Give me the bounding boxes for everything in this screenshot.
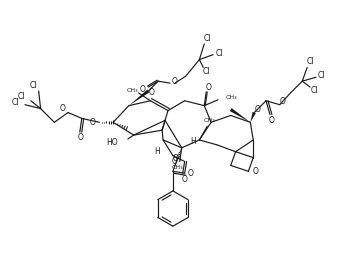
Text: CH₃: CH₃ <box>226 95 238 100</box>
Text: O: O <box>280 97 286 106</box>
Text: O: O <box>269 116 275 125</box>
Text: O: O <box>205 83 211 92</box>
Text: Cl: Cl <box>11 98 19 107</box>
Text: Cl: Cl <box>203 67 210 76</box>
Text: O: O <box>90 118 95 127</box>
Text: Cl: Cl <box>310 86 318 95</box>
Text: O: O <box>148 88 154 97</box>
Text: O: O <box>59 104 65 113</box>
Text: O: O <box>254 105 260 114</box>
Polygon shape <box>230 108 250 122</box>
Polygon shape <box>129 90 149 106</box>
Text: HO: HO <box>106 138 118 147</box>
Text: O: O <box>172 77 178 86</box>
Text: Cl: Cl <box>204 34 211 43</box>
Text: Cl: Cl <box>29 81 37 90</box>
Polygon shape <box>250 112 256 122</box>
Text: O: O <box>172 157 178 166</box>
Text: Cl: Cl <box>18 92 25 101</box>
Text: O: O <box>252 167 258 176</box>
Text: Cl: Cl <box>318 71 326 80</box>
Text: O: O <box>173 154 179 163</box>
Text: H: H <box>191 137 196 147</box>
Text: Cl: Cl <box>215 49 223 58</box>
Text: CH₃: CH₃ <box>172 165 184 170</box>
Text: O: O <box>182 175 188 184</box>
Text: O: O <box>140 84 146 94</box>
Text: O: O <box>188 169 193 178</box>
Text: O: O <box>78 134 84 142</box>
Text: CH₃: CH₃ <box>203 118 215 123</box>
Text: H: H <box>154 147 160 156</box>
Text: CH₃: CH₃ <box>127 89 139 94</box>
Text: Cl: Cl <box>306 57 314 66</box>
